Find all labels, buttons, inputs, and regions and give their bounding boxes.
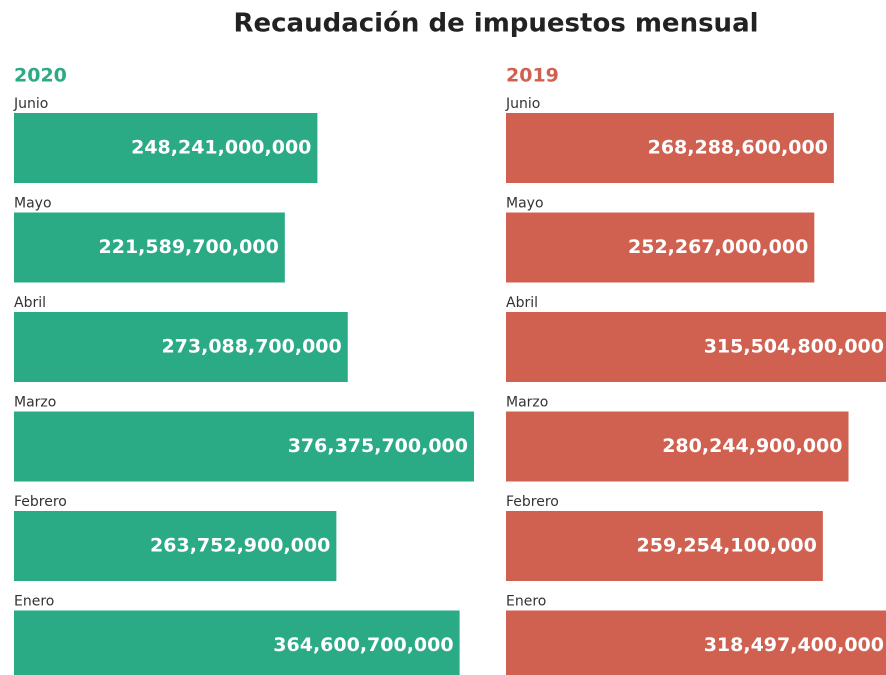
bar <box>506 312 886 382</box>
category-label: Marzo <box>14 395 56 411</box>
bar <box>506 610 886 675</box>
category-label: Marzo <box>506 395 548 411</box>
value-label: 273,088,700,000 <box>161 336 341 358</box>
category-label: Junio <box>505 96 540 112</box>
category-label: Febrero <box>506 494 559 510</box>
bar <box>14 312 348 382</box>
value-label: 248,241,000,000 <box>131 137 311 159</box>
panel-title: 2020 <box>14 65 67 87</box>
value-label: 221,589,700,000 <box>99 236 279 258</box>
bar <box>14 212 285 283</box>
bar <box>14 610 460 675</box>
chart-title: Recaudación de impuestos mensual <box>233 9 758 39</box>
bar <box>506 113 834 183</box>
value-label: 315,504,800,000 <box>704 336 884 358</box>
category-label: Enero <box>506 594 546 610</box>
value-label: 263,752,900,000 <box>150 535 330 557</box>
bar <box>14 511 337 581</box>
category-label: Abril <box>14 295 46 311</box>
category-label: Junio <box>13 96 48 112</box>
value-label: 268,288,600,000 <box>648 137 828 159</box>
value-label: 364,600,700,000 <box>273 634 453 656</box>
category-label: Mayo <box>14 196 52 212</box>
bar <box>14 113 318 183</box>
bar <box>506 212 815 283</box>
bar <box>506 511 823 581</box>
bar <box>14 411 474 482</box>
value-label: 318,497,400,000 <box>704 634 884 656</box>
panel-title: 2019 <box>506 65 559 87</box>
bar <box>506 411 849 482</box>
value-label: 259,254,100,000 <box>637 535 817 557</box>
value-label: 376,375,700,000 <box>288 435 468 457</box>
category-label: Febrero <box>14 494 67 510</box>
category-label: Enero <box>14 594 54 610</box>
category-label: Mayo <box>506 196 544 212</box>
value-label: 252,267,000,000 <box>628 236 808 258</box>
category-label: Abril <box>506 295 538 311</box>
value-label: 280,244,900,000 <box>662 435 842 457</box>
